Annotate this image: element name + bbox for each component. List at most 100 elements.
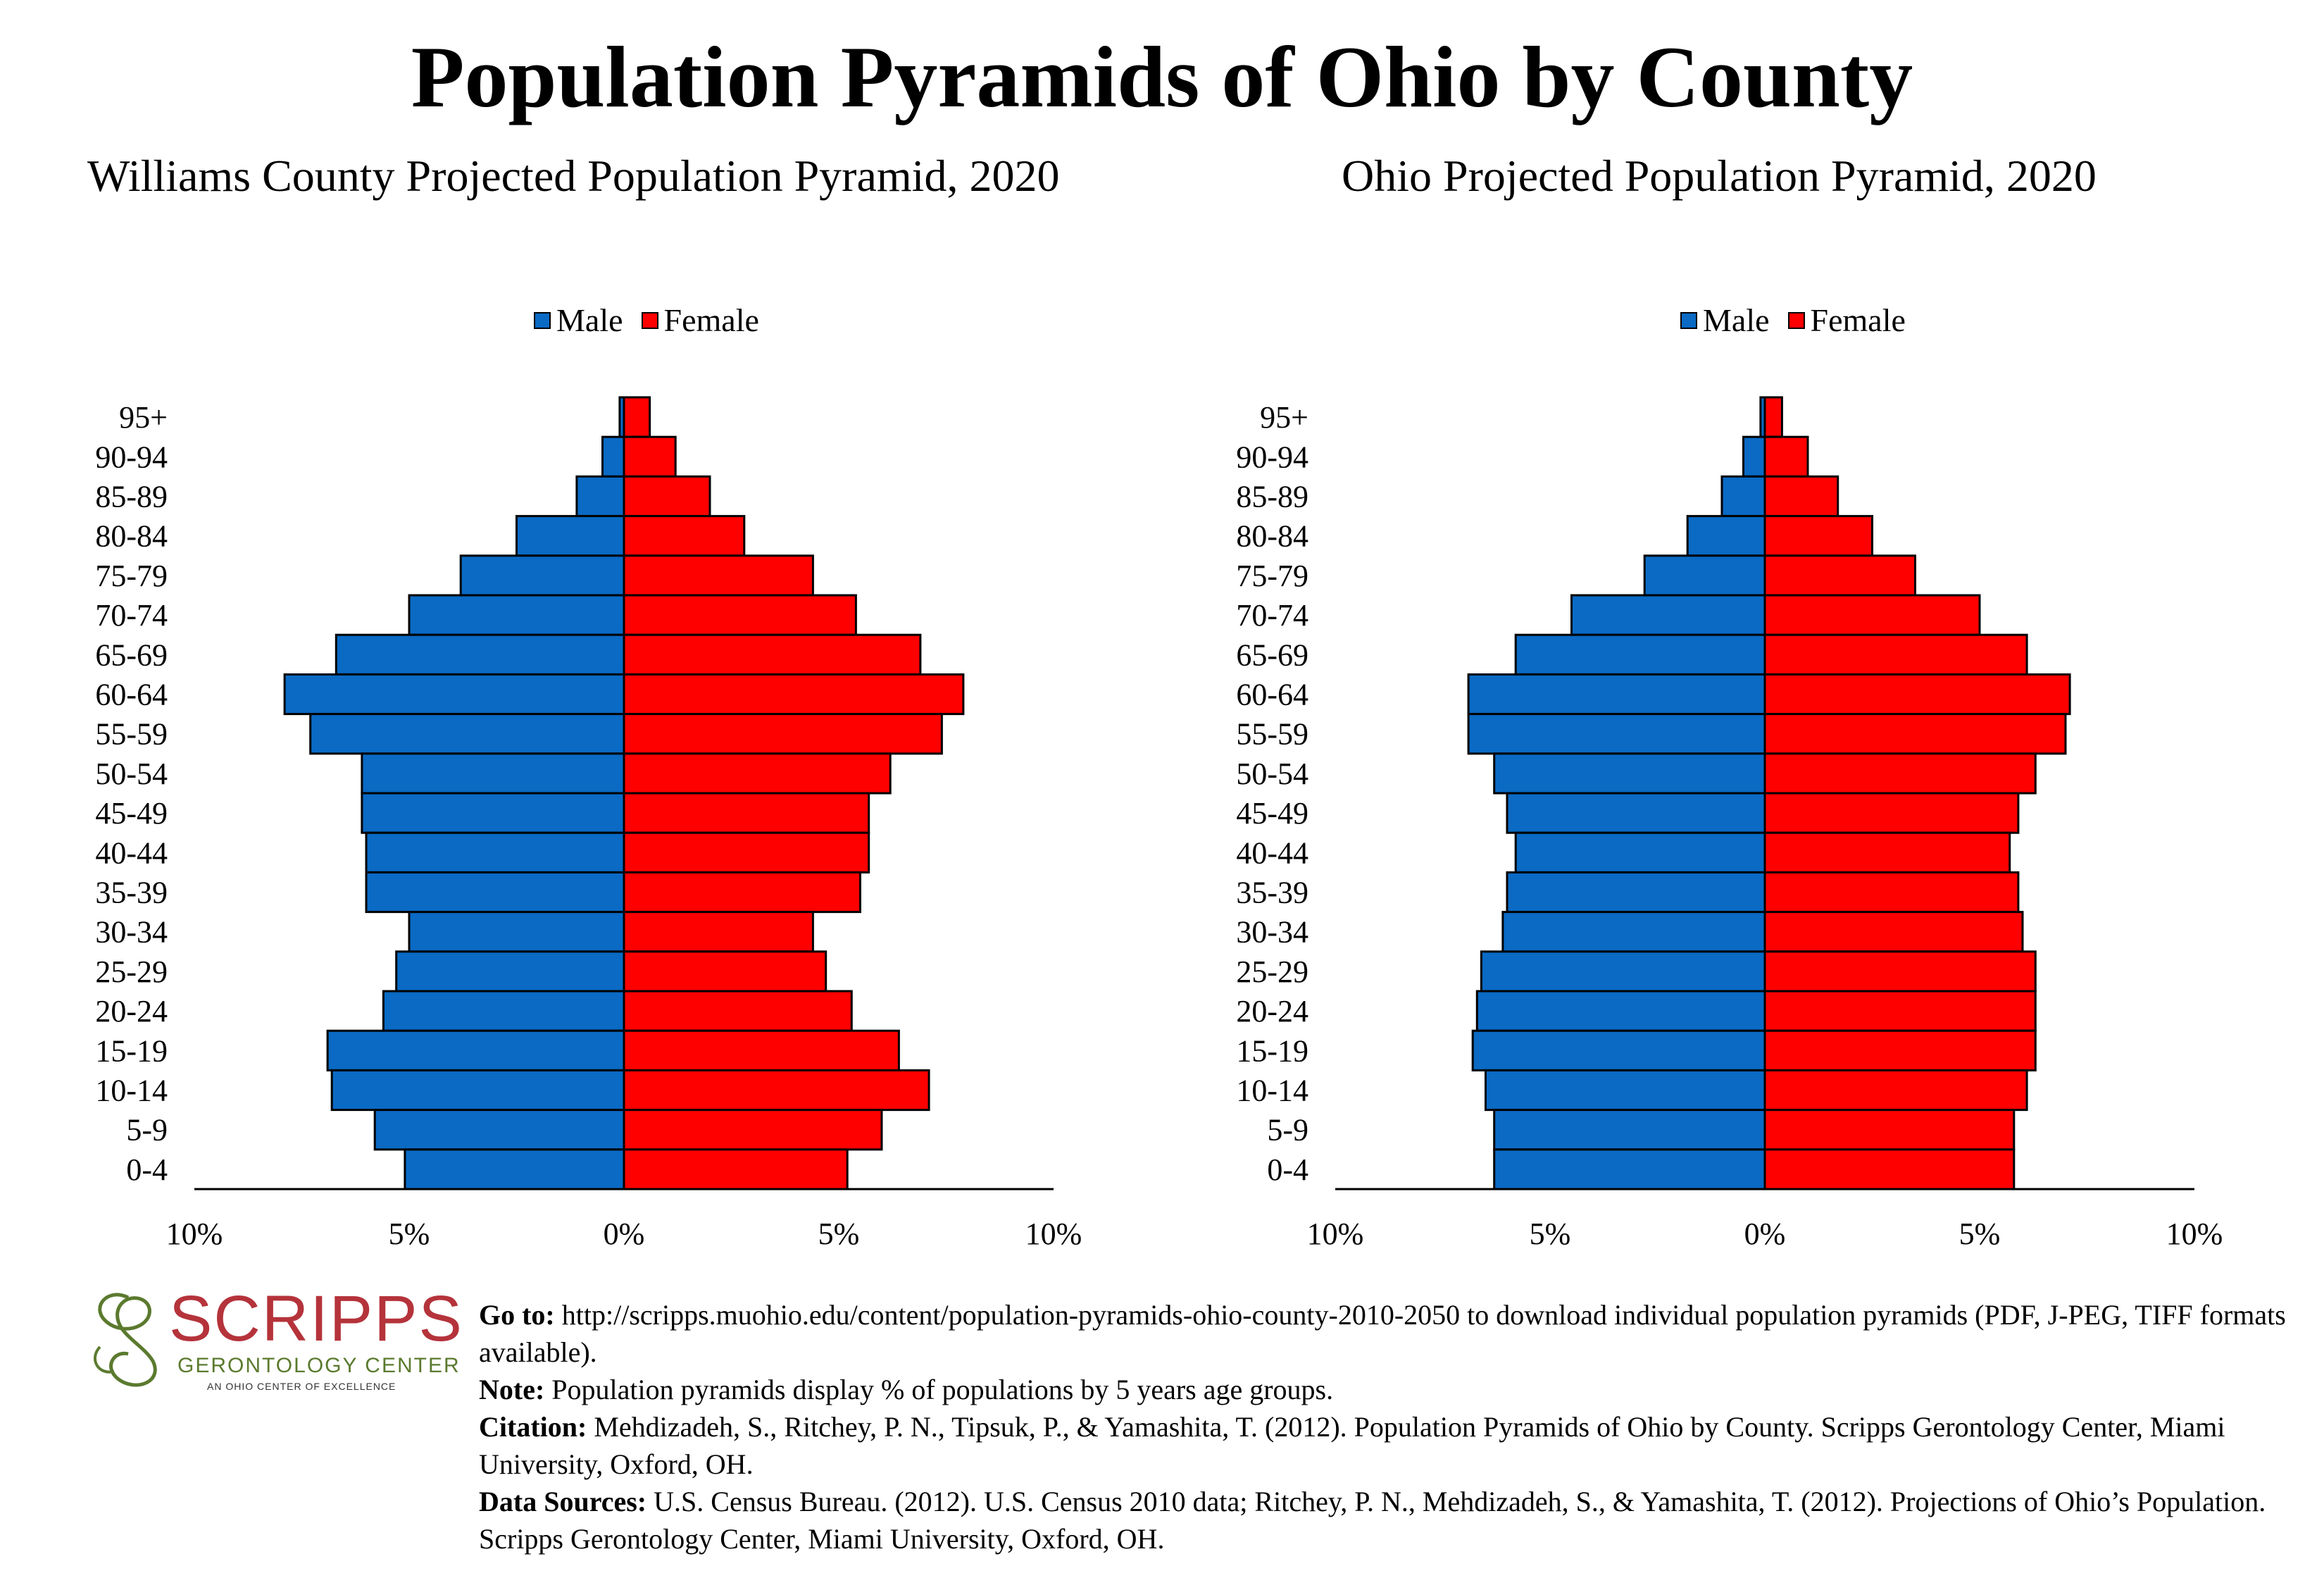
legend-female-label: Female xyxy=(1810,302,1906,338)
age-group-label: 85-89 xyxy=(1236,480,1308,514)
female-bar-30-34 xyxy=(1763,911,2024,953)
age-group-label: 20-24 xyxy=(95,994,168,1028)
age-group-label: 40-44 xyxy=(1236,835,1308,870)
age-group-label: 65-69 xyxy=(95,638,168,672)
male-bar-5-9 xyxy=(373,1109,625,1151)
male-bar-30-34 xyxy=(408,911,625,953)
citation-text: Mehdizadeh, S., Ritchey, P. N., Tipsuk, … xyxy=(479,1411,2225,1480)
male-bar-35-39 xyxy=(1506,871,1766,914)
age-group-label: 95+ xyxy=(1260,400,1308,435)
female-bar-40-44 xyxy=(623,831,870,874)
x-tick-label: 5% xyxy=(1530,1217,1571,1251)
x-tick-label: 0% xyxy=(1744,1217,1786,1251)
scripps-logo: SCRIPPS GERONTOLOGY CENTER AN OHIO CENTE… xyxy=(86,1283,462,1396)
male-bar-40-44 xyxy=(365,831,625,874)
male-bar-65-69 xyxy=(335,633,625,676)
female-bar-85-89 xyxy=(623,475,711,518)
goto-note: Go to: http://scripps.muohio.edu/content… xyxy=(479,1296,2310,1371)
male-bar-90-94 xyxy=(1742,435,1766,478)
male-swatch xyxy=(1680,311,1697,329)
age-group-label: 55-59 xyxy=(1236,717,1308,752)
age-group-label: 75-79 xyxy=(95,559,168,593)
age-group-label: 5-9 xyxy=(1267,1113,1308,1148)
female-bar-70-74 xyxy=(623,594,857,636)
male-bar-15-19 xyxy=(326,1029,625,1071)
female-bar-85-89 xyxy=(1763,475,1839,518)
citation-note: Citation: Mehdizadeh, S., Ritchey, P. N.… xyxy=(479,1408,2310,1483)
age-group-label: 70-74 xyxy=(95,598,168,633)
female-bar-0-4 xyxy=(623,1148,849,1191)
age-group-label: 10-14 xyxy=(1236,1074,1308,1108)
age-group-label: 45-49 xyxy=(1236,796,1308,831)
male-bar-10-14 xyxy=(1485,1069,1766,1112)
female-bar-40-44 xyxy=(1763,831,2011,874)
female-bar-25-29 xyxy=(1763,950,2037,993)
female-bar-15-19 xyxy=(1763,1029,2037,1071)
female-bar-45-49 xyxy=(623,792,870,834)
legend-male-label: Male xyxy=(1703,302,1770,338)
note-text: Population pyramids display % of populat… xyxy=(551,1374,1334,1405)
male-bar-5-9 xyxy=(1493,1109,1766,1151)
female-bar-60-64 xyxy=(623,673,965,716)
swirl-logo-icon xyxy=(93,1293,157,1387)
x-tick-label: 5% xyxy=(818,1217,860,1251)
footnotes: Go to: http://scripps.muohio.edu/content… xyxy=(479,1296,2310,1558)
age-group-label: 95+ xyxy=(119,400,168,435)
page-title: Population Pyramids of Ohio by County xyxy=(411,29,1913,125)
female-bar-80-84 xyxy=(1763,515,1873,557)
female-bar-55-59 xyxy=(1763,713,2067,755)
female-bar-75-79 xyxy=(623,554,814,597)
male-bar-35-39 xyxy=(365,871,625,914)
legend-williams: Male Female xyxy=(534,302,777,339)
age-group-label: 75-79 xyxy=(1236,559,1308,593)
female-bar-35-39 xyxy=(1763,871,2020,914)
age-group-label: 45-49 xyxy=(95,796,168,831)
age-group-label: 5-9 xyxy=(126,1113,168,1148)
male-bar-25-29 xyxy=(1480,950,1766,993)
female-bar-90-94 xyxy=(1763,435,1809,478)
male-bar-70-74 xyxy=(408,594,625,636)
legend-item-female: Female xyxy=(1787,302,1906,339)
x-tick-label: 0% xyxy=(604,1217,645,1251)
age-group-label: 65-69 xyxy=(1236,638,1308,672)
age-group-label: 0-4 xyxy=(126,1152,168,1187)
female-bar-65-69 xyxy=(1763,633,2028,676)
female-bar-95+ xyxy=(623,396,651,438)
age-group-label: 80-84 xyxy=(95,519,168,554)
pyramid-chart-williams: 95+ 90-94 85-89 80-84 75-79 70-74 65-69 60-64 55… xyxy=(95,396,1082,1251)
male-bar-90-94 xyxy=(601,435,625,478)
sources-text: U.S. Census Bureau. (2012). U.S. Census … xyxy=(479,1486,2266,1555)
male-bar-60-64 xyxy=(1467,673,1766,716)
male-bar-70-74 xyxy=(1570,594,1766,636)
female-bar-20-24 xyxy=(1763,990,2037,1032)
citation-label: Citation: xyxy=(479,1411,587,1443)
male-bar-50-54 xyxy=(1493,752,1766,795)
female-bar-75-79 xyxy=(1763,554,1916,597)
logo-wordmark: SCRIPPS xyxy=(169,1283,463,1355)
female-bar-25-29 xyxy=(623,950,827,993)
pyramid-note: Note: Population pyramids display % of p… xyxy=(479,1371,2310,1408)
male-bar-40-44 xyxy=(1514,831,1766,874)
age-group-label: 90-94 xyxy=(1236,440,1308,474)
age-group-label: 50-54 xyxy=(1236,757,1308,791)
legend-ohio: Male Female xyxy=(1680,302,1924,339)
male-bar-15-19 xyxy=(1471,1029,1766,1071)
age-group-label: 70-74 xyxy=(1236,598,1308,633)
age-group-label: 85-89 xyxy=(95,480,168,514)
male-bar-0-4 xyxy=(404,1148,625,1191)
female-bar-20-24 xyxy=(623,990,853,1032)
legend-item-female: Female xyxy=(641,302,759,339)
x-tick-label: 5% xyxy=(389,1217,430,1251)
goto-label: Go to: xyxy=(479,1299,555,1331)
age-group-label: 55-59 xyxy=(95,717,168,752)
age-group-label: 15-19 xyxy=(1236,1033,1308,1068)
male-bar-55-59 xyxy=(1467,713,1766,755)
female-bar-35-39 xyxy=(623,871,861,914)
x-tick-label: 10% xyxy=(166,1217,223,1251)
age-group-label: 80-84 xyxy=(1236,519,1308,554)
female-bar-50-54 xyxy=(623,752,892,795)
age-group-label: 90-94 xyxy=(95,440,168,474)
female-bar-60-64 xyxy=(1763,673,2071,716)
male-bar-10-14 xyxy=(330,1069,625,1112)
male-bar-50-54 xyxy=(361,752,625,795)
